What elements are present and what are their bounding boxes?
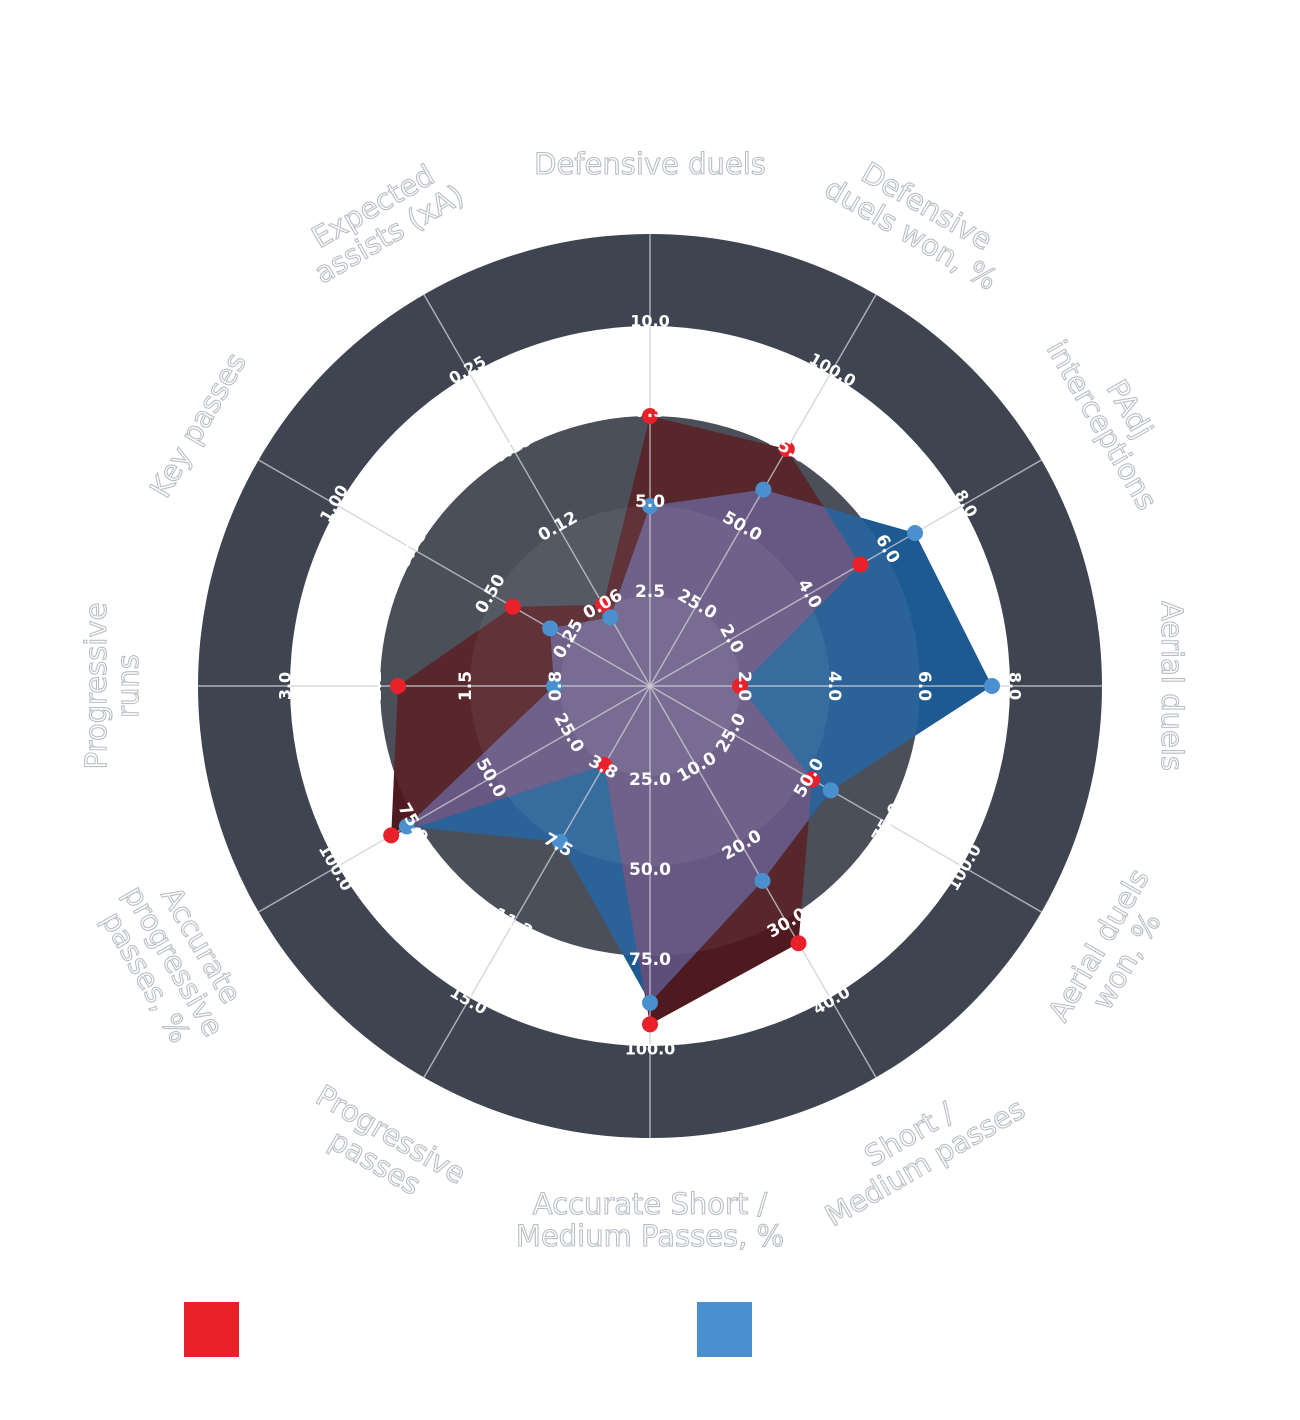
tick-label-6-0: 25.0 — [629, 770, 671, 790]
tick-label-0-1: 5.0 — [635, 492, 665, 512]
data-point-s0-4 — [804, 771, 821, 788]
data-point-s0-9 — [390, 678, 406, 694]
axis-label-group-6: Accurate Short /Medium Passes, % — [515, 1186, 784, 1253]
data-point-s1-6 — [642, 994, 658, 1011]
tick-label-9-1: 1.5 — [456, 671, 476, 701]
spoke-2 — [649, 459, 1042, 687]
tick-label-3-1: 4.0 — [824, 671, 844, 701]
data-point-s1-10 — [542, 620, 559, 637]
data-point-s1-1 — [755, 481, 772, 498]
tick-label-9-0: 0.8 — [546, 671, 566, 701]
spoke-10 — [258, 459, 651, 687]
tick-label-3-3: 8.0 — [1006, 672, 1025, 700]
axis-label-9-0: Progressive — [79, 603, 113, 770]
data-point-s1-8 — [398, 818, 415, 835]
legend-swatch-1 — [697, 1302, 752, 1357]
legend-swatch-0 — [184, 1302, 239, 1357]
tick-label-9-3: 3.0 — [276, 672, 295, 700]
axis-label-group-0: Defensive duels — [534, 146, 767, 181]
data-point-s1-4 — [822, 782, 839, 799]
axis-label-6-0: Accurate Short / — [533, 1187, 768, 1221]
data-point-s1-9 — [546, 678, 562, 694]
tick-label-3-2: 6.0 — [914, 671, 934, 701]
data-point-s1-3 — [984, 678, 1000, 694]
tick-label-6-2: 75.0 — [629, 950, 671, 970]
data-point-s1-11 — [602, 609, 619, 626]
data-point-s0-3 — [732, 678, 748, 694]
axis-label-3-0: Aerial duels — [1155, 601, 1189, 771]
axis-label-group-3: Aerial duels — [1154, 600, 1189, 771]
axis-label-10-0: Key passes — [143, 347, 253, 504]
axis-label-6-1: Medium Passes, % — [516, 1219, 784, 1253]
tick-label-3-0: 2.0 — [734, 671, 754, 701]
data-point-s1-0 — [642, 498, 658, 514]
tick-label-0-3: 10.0 — [630, 312, 669, 331]
data-point-s1-7 — [552, 833, 568, 850]
data-point-s0-8 — [383, 827, 400, 844]
spoke-7 — [423, 685, 651, 1078]
data-point-s0-2 — [852, 556, 869, 573]
data-point-s0-1 — [778, 441, 795, 458]
spoke-8 — [258, 685, 651, 913]
tick-label-6-3: 100.0 — [625, 1040, 676, 1059]
tick-label-0-2: 7.5 — [635, 402, 665, 422]
data-point-s0-6 — [642, 1016, 658, 1033]
data-point-s0-0 — [642, 408, 658, 424]
spoke-4 — [649, 685, 1042, 913]
series-overlap — [406, 489, 861, 1003]
tick-label-0-0: 2.5 — [635, 582, 665, 602]
data-point-s0-5 — [790, 935, 807, 952]
data-point-s1-2 — [907, 525, 923, 541]
axis-label-group-10: Key passes — [142, 346, 253, 504]
data-point-s0-10 — [504, 598, 521, 615]
data-point-s0-11 — [595, 596, 612, 613]
tick-label-9-2: 2.2 — [366, 671, 386, 701]
axis-label-9-1: runs — [111, 654, 145, 718]
axis-label-0-0: Defensive duels — [534, 147, 766, 181]
data-point-s0-7 — [596, 757, 613, 773]
data-point-s1-5 — [754, 872, 771, 889]
tick-label-6-1: 50.0 — [629, 860, 671, 880]
